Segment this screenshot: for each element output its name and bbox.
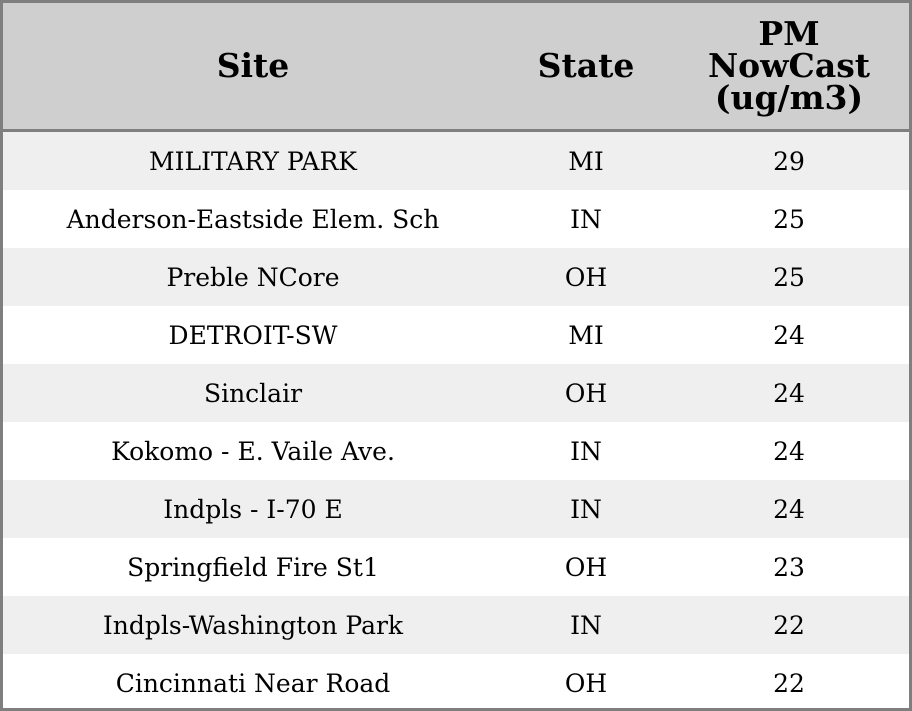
- column-header-state: State: [537, 46, 635, 85]
- cell-state: OH: [564, 378, 608, 408]
- cell-state: IN: [570, 436, 602, 466]
- table-row: Preble NCore OH 25: [3, 248, 909, 306]
- cell-pm-nowcast: 25: [773, 262, 805, 292]
- cell-pm-nowcast: 22: [773, 610, 805, 640]
- cell-pm-nowcast: 22: [773, 668, 805, 698]
- cell-state: MI: [568, 146, 604, 176]
- column-header-site: Site: [216, 46, 290, 85]
- cell-state: MI: [568, 320, 604, 350]
- cell-site: Cincinnati Near Road: [115, 668, 391, 698]
- cell-site: Springfield Fire St1: [127, 552, 379, 582]
- table-row: Indpls - I-70 E IN 24: [3, 480, 909, 538]
- table-row: MILITARY PARK MI 29: [3, 132, 909, 190]
- cell-state: IN: [570, 610, 602, 640]
- column-header-pm-nowcast: PM NowCast (ug/m3): [707, 14, 871, 117]
- cell-site: Indpls - I-70 E: [163, 494, 343, 524]
- cell-pm-nowcast: 24: [773, 436, 805, 466]
- cell-state: OH: [564, 668, 608, 698]
- cell-state: IN: [570, 204, 602, 234]
- table-row: Springfield Fire St1 OH 23: [3, 538, 909, 596]
- cell-pm-nowcast: 24: [773, 494, 805, 524]
- cell-site: Preble NCore: [166, 262, 340, 292]
- cell-site: Sinclair: [203, 378, 303, 408]
- table-row: Kokomo - E. Vaile Ave. IN 24: [3, 422, 909, 480]
- table-row: Cincinnati Near Road OH 22: [3, 654, 909, 708]
- cell-state: OH: [564, 552, 608, 582]
- cell-site: DETROIT-SW: [168, 320, 338, 350]
- cell-pm-nowcast: 24: [773, 320, 805, 350]
- cell-pm-nowcast: 25: [773, 204, 805, 234]
- table-row: DETROIT-SW MI 24: [3, 306, 909, 364]
- table-row: Sinclair OH 24: [3, 364, 909, 422]
- cell-state: OH: [564, 262, 608, 292]
- cell-pm-nowcast: 24: [773, 378, 805, 408]
- cell-state: IN: [570, 494, 602, 524]
- cell-pm-nowcast: 23: [773, 552, 805, 582]
- cell-site: Kokomo - E. Vaile Ave.: [111, 436, 395, 466]
- cell-site: Indpls-Washington Park: [102, 610, 404, 640]
- table-row: Anderson-Eastside Elem. Sch IN 25: [3, 190, 909, 248]
- table-header-row: Site State PM NowCast (ug/m3): [3, 3, 909, 132]
- table-row: Indpls-Washington Park IN 22: [3, 596, 909, 654]
- cell-site: Anderson-Eastside Elem. Sch: [66, 204, 440, 234]
- cell-site: MILITARY PARK: [149, 146, 357, 176]
- cell-pm-nowcast: 29: [773, 146, 805, 176]
